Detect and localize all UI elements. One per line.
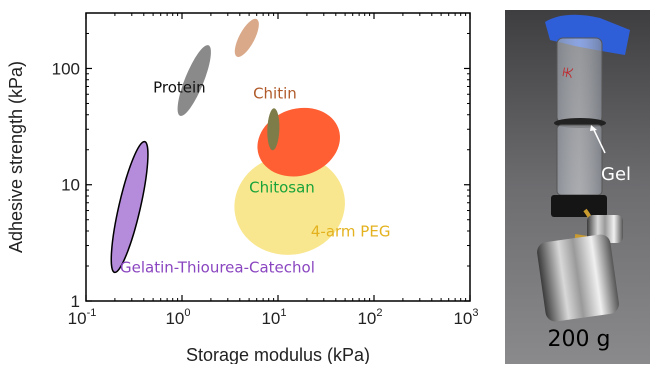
y-tick-label: 10	[61, 176, 80, 195]
label-4-arm-peg: 4-arm PEG	[311, 222, 391, 240]
gel-pointer	[592, 127, 606, 154]
region-chitin	[234, 18, 259, 57]
upper-vial	[556, 37, 603, 124]
weight-body	[537, 234, 619, 322]
region-4-arm-peg	[234, 154, 345, 255]
y-tick-label: 100	[52, 59, 80, 78]
y-tick-label: 1	[71, 292, 80, 311]
x-tick-label: 103	[453, 307, 478, 328]
vial-text: 天	[562, 66, 576, 79]
region-gelatin-thiourea-catechol	[110, 140, 149, 274]
x-tick-label: 100	[165, 307, 190, 328]
lower-vial	[556, 124, 603, 196]
weight-label: 200 g	[548, 327, 611, 352]
x-tick-exponent: 3	[472, 307, 478, 319]
label-protein: Protein	[153, 79, 206, 97]
x-tick-label: 101	[261, 307, 286, 328]
region-protein	[177, 45, 211, 116]
glove	[545, 14, 630, 55]
gel-pointer-head	[590, 125, 597, 131]
x-tick-label: 102	[357, 307, 382, 328]
x-tick-exponent: 1	[280, 307, 286, 319]
y-axis-label: Adhesive strength (kPa)	[6, 61, 26, 253]
region-chitosan	[267, 108, 280, 151]
label-chitosan: Chitosan	[249, 178, 315, 196]
x-tick-exponent: -1	[87, 307, 97, 319]
vial-cap	[551, 195, 607, 217]
label-gelatin-thiourea-catechol: Gelatin-Thiourea-Catechol	[120, 259, 315, 277]
x-axis-label: Storage modulus (kPa)	[186, 345, 370, 364]
region-label-layer: 4-arm PEG Chitosan Protein Chitin Gelatin-Th…	[120, 79, 390, 277]
gel-label: Gel	[601, 164, 631, 185]
x-tick-exponent: 0	[184, 307, 190, 319]
label-chitin: Chitin	[253, 85, 297, 103]
gel-photo: 天 Gel 200 g	[505, 10, 650, 364]
x-tick-exponent: 2	[376, 307, 382, 319]
region-layer	[110, 18, 345, 274]
